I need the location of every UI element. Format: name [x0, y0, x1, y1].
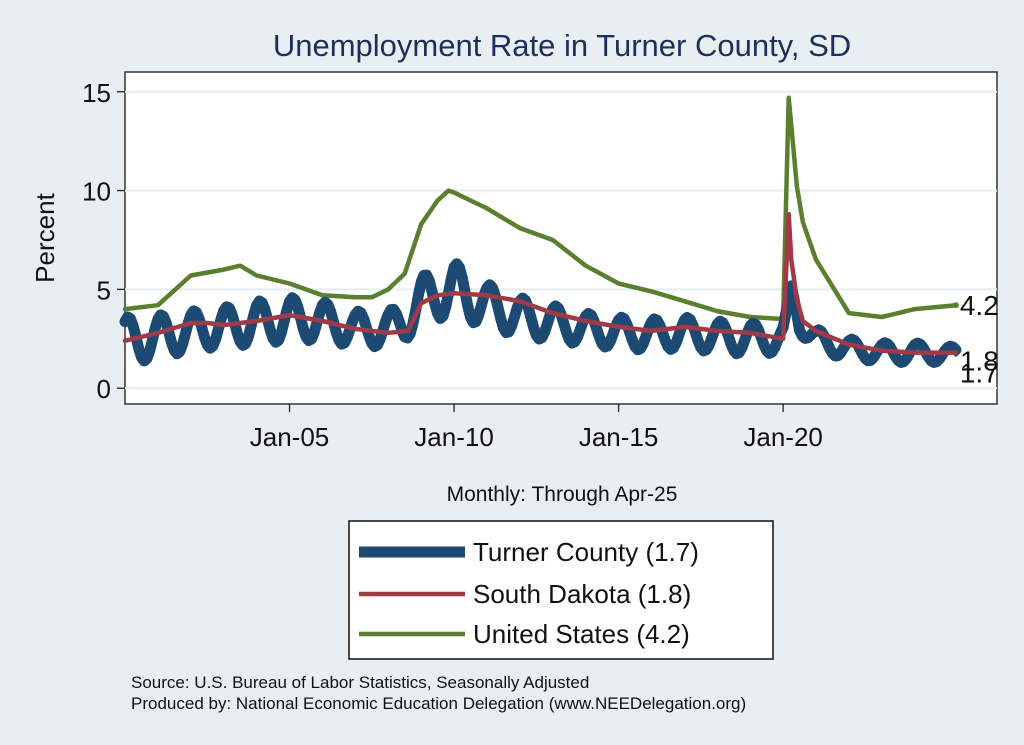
- y-tick-label-10: 10: [82, 177, 111, 207]
- axis-ticks: 0 5 10 15 Jan-05 Jan-10 Jan-15 Jan-20: [82, 78, 823, 452]
- series-end-point-south-dakota: [953, 350, 958, 355]
- legend: Turner County (1.7) South Dakota (1.8) U…: [348, 520, 774, 660]
- series-line-united-states: [122, 95, 959, 322]
- end-label-turner-county: 1.7: [960, 358, 999, 389]
- x-axis-label: Monthly: Through Apr-25: [447, 483, 678, 506]
- y-tick-label-5: 5: [97, 275, 111, 305]
- plot-area: [124, 71, 998, 405]
- legend-label-turner: Turner County (1.7): [473, 537, 699, 567]
- series-lines: [119, 95, 962, 368]
- series-line-south-dakota: [122, 212, 959, 355]
- producer-note: Produced by: National Economic Education…: [131, 694, 746, 713]
- end-label-south-dakota: 1.8: [960, 346, 999, 377]
- y-tick-label-0: 0: [97, 374, 111, 404]
- y-axis-label: Percent: [30, 192, 60, 282]
- end-labels: 1.71.8 4.2: [960, 290, 999, 388]
- end-label-united-states: 4.2: [960, 290, 999, 321]
- series-end-point-united-states: [952, 302, 959, 309]
- x-tick-label-Jan-15: Jan-15: [579, 422, 659, 452]
- x-tick-label-Jan-20: Jan-20: [743, 422, 823, 452]
- x-tick-label-Jan-10: Jan-10: [414, 422, 494, 452]
- x-tick-label-Jan-05: Jan-05: [250, 422, 330, 452]
- legend-label-united-states: United States (4.2): [473, 619, 690, 649]
- source-note: Source: U.S. Bureau of Labor Statistics,…: [131, 673, 589, 692]
- gridlines: [125, 90, 997, 390]
- y-tick-label-15: 15: [82, 78, 111, 108]
- chart-title: Unemployment Rate in Turner County, SD: [273, 28, 851, 63]
- legend-label-south-dakota: South Dakota (1.8): [473, 579, 691, 609]
